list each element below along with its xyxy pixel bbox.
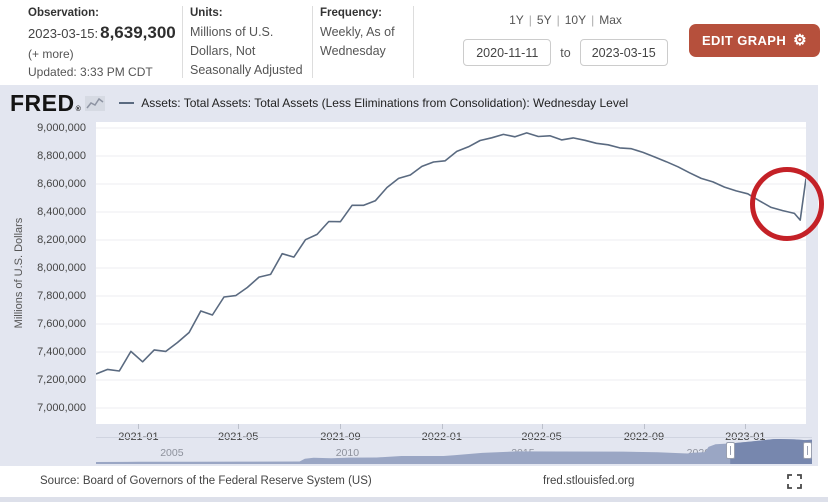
bottom-bar: [0, 497, 828, 502]
x-tick-mark: [643, 424, 645, 429]
divider: [182, 6, 183, 78]
y-tick-label: 8,800,000: [37, 150, 86, 162]
fred-logo[interactable]: FRED ®: [10, 89, 106, 117]
separator: |: [556, 13, 560, 27]
observation-line: 2023-03-15: 8,639,300: [28, 23, 178, 43]
graph-panel: FRED ® Assets: Total Assets: Total Assets…: [0, 85, 824, 466]
legend: Assets: Total Assets: Total Assets (Less…: [119, 96, 628, 110]
separator: |: [591, 13, 595, 27]
y-tick-label: 9,000,000: [37, 122, 86, 134]
registered-mark: ®: [75, 105, 82, 113]
y-tick-label: 7,800,000: [37, 290, 86, 302]
y-tick-label: 7,400,000: [37, 346, 86, 358]
navigator-year-label: 2005: [160, 447, 184, 459]
x-tick-mark: [238, 424, 240, 429]
date-range-separator: to: [560, 45, 571, 60]
units-value: Millions of U.S. Dollars, Not Seasonally…: [190, 25, 303, 77]
graph-header: FRED ® Assets: Total Assets: Total Assets…: [10, 90, 628, 116]
observation-column: Observation: 2023-03-15: 8,639,300 (+ mor…: [28, 7, 178, 79]
divider: [413, 6, 414, 78]
navigator-left-handle[interactable]: [725, 442, 735, 459]
separator: |: [528, 13, 532, 27]
source-text: Source: Board of Governors of the Federa…: [40, 475, 372, 487]
end-date-input[interactable]: [579, 39, 668, 66]
y-tick-label: 8,600,000: [37, 178, 86, 190]
updated-timestamp: Updated: 3:33 PM CDT: [28, 65, 153, 79]
x-tick-mark: [340, 424, 342, 429]
x-tick-mark: [441, 424, 443, 429]
navigator-year-label: 2010: [335, 447, 360, 459]
divider: [312, 6, 313, 78]
edit-graph-label: EDIT GRAPH: [701, 33, 787, 48]
observation-label: Observation:: [28, 7, 99, 19]
navigator-right-handle[interactable]: [803, 442, 812, 459]
y-tick-label: 7,200,000: [37, 374, 86, 386]
y-tick-label: 8,000,000: [37, 262, 86, 274]
observation-value: 8,639,300: [100, 23, 176, 42]
gear-icon: ⚙: [793, 32, 807, 49]
range-link-max[interactable]: Max: [599, 13, 622, 27]
y-tick-label: 7,000,000: [37, 402, 86, 414]
start-date-input[interactable]: [463, 39, 552, 66]
edit-graph-button[interactable]: EDIT GRAPH ⚙: [688, 24, 820, 57]
frequency-value: Weekly, As of Wednesday: [320, 25, 395, 58]
range-zoom-links: 1Y | 5Y | 10Y | Max: [413, 13, 718, 27]
fullscreen-icon[interactable]: [787, 474, 802, 489]
units-column: Units: Millions of U.S. Dollars, Not Sea…: [190, 7, 306, 79]
legend-line-swatch: [119, 101, 135, 105]
y-tick-label: 8,400,000: [37, 206, 86, 218]
navigator-selected-area: [730, 439, 812, 464]
observation-date: 2023-03-15:: [28, 26, 99, 41]
y-tick-label: 8,200,000: [37, 234, 86, 246]
range-link-5y[interactable]: 5Y: [536, 13, 552, 27]
fred-logo-text: FRED: [10, 89, 75, 116]
x-tick-mark: [541, 424, 543, 429]
frequency-label: Frequency:: [320, 7, 382, 19]
y-tick-label: 7,600,000: [37, 318, 86, 330]
y-axis-tick-labels: 9,000,000 8,800,000 8,600,000 8,400,000 8,20…: [0, 122, 90, 424]
toolbar: Observation: 2023-03-15: 8,639,300 (+ mor…: [0, 0, 828, 85]
units-label: Units:: [190, 7, 223, 19]
legend-series-label: Assets: Total Assets: Total Assets (Less…: [141, 96, 629, 110]
range-link-1y[interactable]: 1Y: [509, 13, 524, 27]
series-line: [95, 132, 807, 375]
range-link-10y[interactable]: 10Y: [564, 13, 587, 27]
sparkline-icon: [85, 95, 106, 111]
x-tick-mark: [138, 424, 140, 429]
plot-area[interactable]: [95, 122, 807, 424]
site-link[interactable]: fred.stlouisfed.org: [543, 475, 635, 487]
main-chart: [95, 127, 807, 409]
navigator-area-chart: [96, 439, 812, 464]
x-tick-mark: [745, 424, 747, 429]
more-observations-link[interactable]: (+ more): [28, 47, 74, 61]
date-range-row: to: [413, 39, 718, 66]
footer: Source: Board of Governors of the Federa…: [0, 466, 828, 502]
navigator-area: [96, 439, 812, 464]
range-selector-navigator[interactable]: 2005201020152020: [96, 437, 812, 464]
frequency-column: Frequency: Weekly, As of Wednesday: [320, 7, 408, 61]
